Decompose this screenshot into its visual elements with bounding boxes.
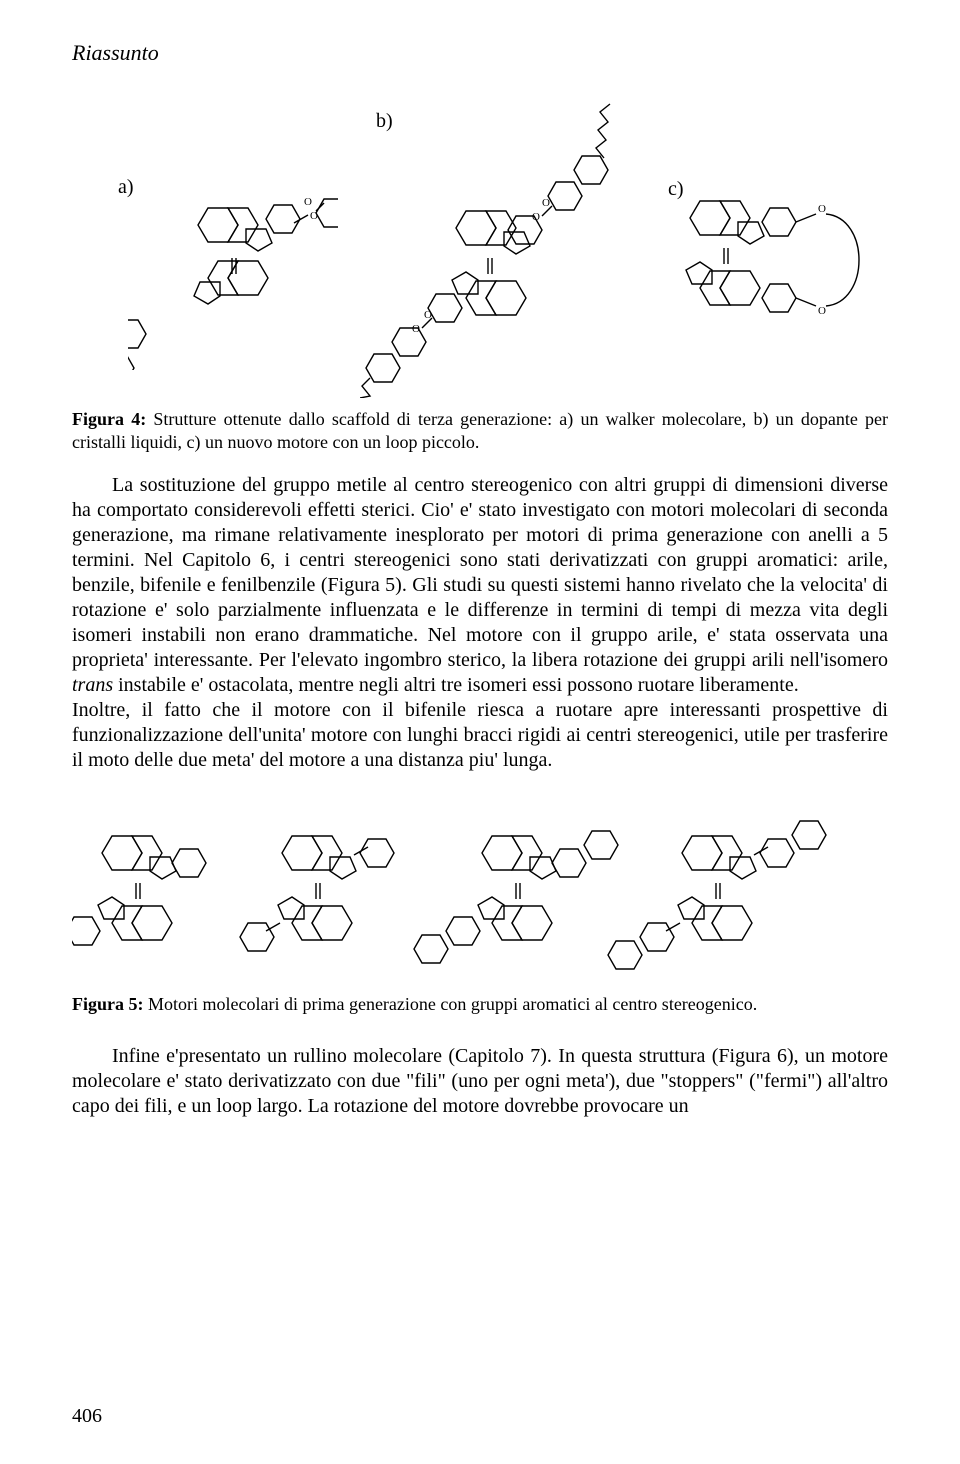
figure-4-molecule-c: O O — [660, 190, 880, 340]
body-text: La sostituzione del gruppo metile al cen… — [72, 473, 888, 773]
figure-5-caption: Figura 5: Motori molecolari di prima gen… — [72, 993, 888, 1016]
svg-text:O: O — [818, 203, 826, 215]
running-head: Riassunto — [72, 40, 888, 66]
figure-4: a) b) c) O O — [72, 98, 888, 453]
figure-5-panel — [72, 813, 888, 973]
paragraph-1-b: instabile e' ostacolata, mentre negli al… — [113, 674, 799, 696]
paragraph-1-a: La sostituzione del gruppo metile al cen… — [72, 474, 888, 671]
paragraph-2: Inoltre, il fatto che il motore con il b… — [72, 698, 888, 773]
figure-4-panel: a) b) c) O O — [72, 98, 888, 398]
svg-text:O: O — [532, 211, 540, 223]
body-text-2: Infine e'presentato un rullino molecolar… — [72, 1044, 888, 1119]
svg-text:O: O — [542, 197, 550, 209]
figure-4-molecule-a: O O N — [128, 170, 338, 370]
figure-5 — [72, 813, 888, 973]
figure-4-caption-lead: Figura 4: — [72, 409, 146, 429]
svg-text:O: O — [424, 309, 432, 321]
page-number: 406 — [72, 1405, 102, 1428]
figure-4-caption: Figura 4: Strutture ottenute dallo scaff… — [72, 408, 888, 453]
svg-text:O: O — [304, 196, 312, 208]
page: Riassunto a) b) c) O — [0, 0, 960, 1464]
figure-4-caption-text: Strutture ottenute dallo scaffold di ter… — [72, 409, 888, 452]
svg-text:O: O — [818, 305, 826, 317]
paragraph-1: La sostituzione del gruppo metile al cen… — [72, 473, 888, 698]
paragraph-1-italic: trans — [72, 674, 113, 696]
paragraph-3: Infine e'presentato un rullino molecolar… — [72, 1044, 888, 1119]
figure-5-caption-text: Motori molecolari di prima generazione c… — [144, 994, 758, 1014]
figure-5-caption-lead: Figura 5: — [72, 994, 144, 1014]
figure-4-molecule-b: O O — [360, 98, 620, 398]
